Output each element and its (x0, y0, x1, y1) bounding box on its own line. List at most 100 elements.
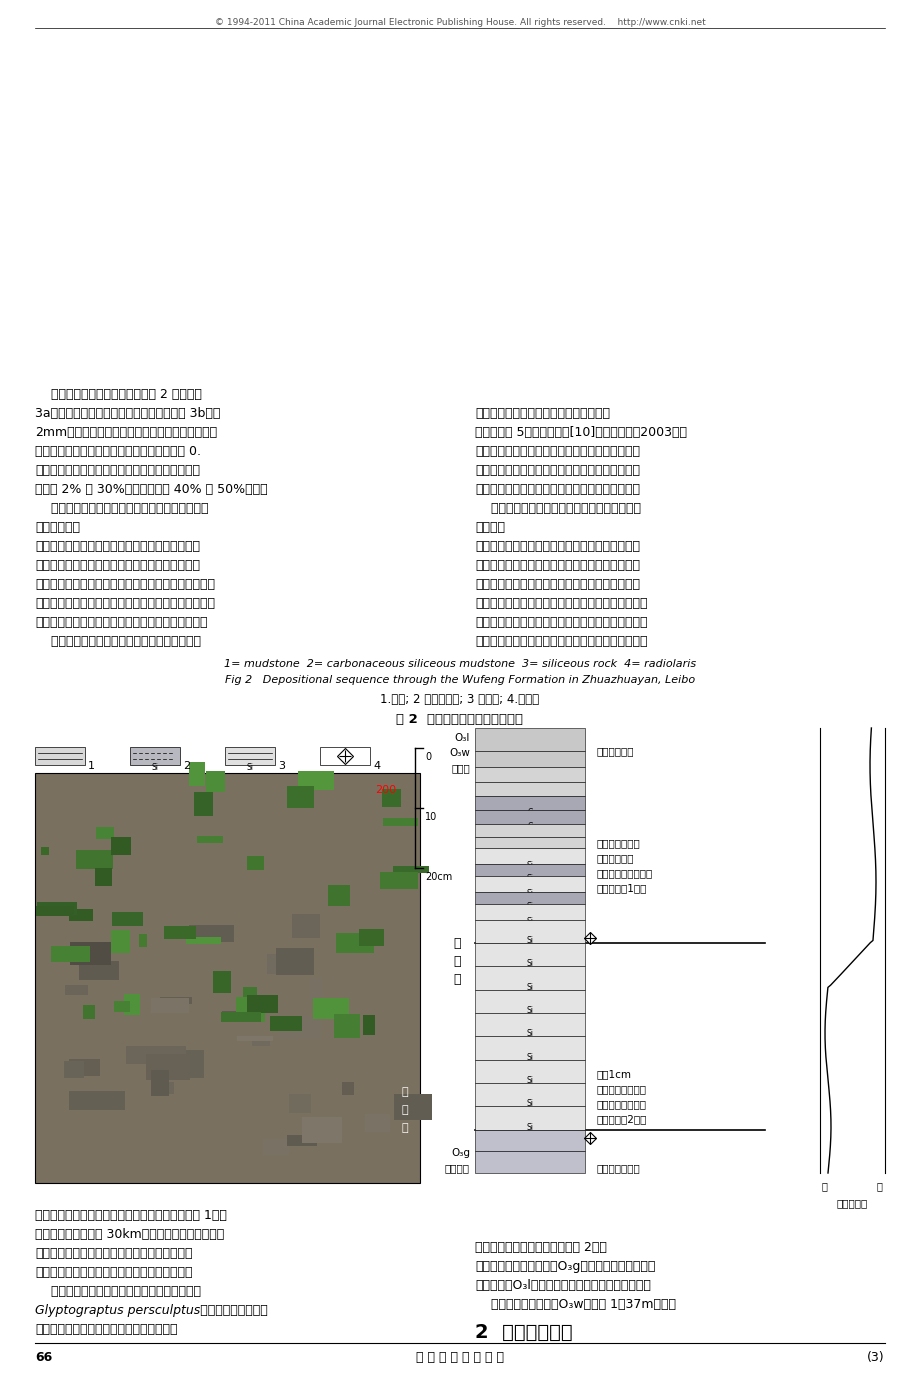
Text: 海平面波动: 海平面波动 (835, 1198, 867, 1207)
Text: 临湘组: 临湘组 (450, 763, 470, 773)
Text: 灰黑色确质岩夹一: 灰黑色确质岩夹一 (596, 1099, 646, 1109)
Text: Si: Si (152, 763, 158, 772)
Bar (474, 1012, 584, 1036)
Text: Si: Si (526, 936, 533, 945)
Text: C: C (527, 823, 532, 831)
Bar (474, 797, 584, 810)
Bar (474, 810, 584, 824)
Bar (212, 971, 231, 993)
Text: Si: Si (526, 960, 533, 968)
Text: 10: 10 (425, 812, 437, 822)
Text: 厚约1cm: 厚约1cm (596, 1069, 631, 1080)
Text: 0: 0 (425, 752, 431, 762)
Text: 临: 临 (402, 1123, 408, 1133)
Bar (243, 986, 257, 1008)
Bar (70, 942, 111, 965)
Text: 2  沉积序列特征: 2 沉积序列特征 (474, 1324, 572, 1342)
Text: 泥质。放射虫呼圆形或游圆形，直径一般小于 0.: 泥质。放射虫呼圆形或游圆形，直径一般小于 0. (35, 445, 200, 458)
Text: 五: 五 (453, 974, 460, 986)
Text: 2mm，多已被溶蚀呼铸模孔洞，总体轮廓模糊（图: 2mm，多已被溶蚀呼铸模孔洞，总体轮廓模糊（图 (35, 426, 217, 438)
Text: 显微镜下，放射虫呼星点状散布于确质岩中，含: 显微镜下，放射虫呼星点状散布于确质岩中，含 (35, 502, 209, 514)
Bar (64, 1061, 85, 1077)
Text: 20cm: 20cm (425, 873, 452, 882)
Bar (474, 751, 584, 766)
Bar (152, 999, 189, 1012)
Text: 由此可见，晚奥陶世五峰期经历了两期主要的: 由此可见，晚奥陶世五峰期经历了两期主要的 (474, 502, 641, 514)
Text: 永善肖滩剑面隔江相望，露头极佳，交通便利（图 1）。: 永善肖滩剑面隔江相望，露头极佳，交通便利（图 1）。 (35, 1209, 227, 1223)
Text: 为主，间夹确质岩，表明了海平面的波动不定。五峰: 为主，间夹确质岩，表明了海平面的波动不定。五峰 (474, 615, 647, 629)
Bar (393, 1094, 432, 1120)
Bar (197, 835, 223, 844)
Text: Si: Si (526, 889, 533, 898)
Bar (279, 1017, 320, 1039)
Bar (474, 727, 584, 751)
Text: 观音桥组: 观音桥组 (445, 1163, 470, 1173)
Bar (298, 770, 334, 791)
Text: 2: 2 (183, 761, 190, 770)
Bar (474, 904, 584, 920)
Bar (146, 1054, 190, 1080)
Bar (111, 837, 131, 856)
Bar (235, 997, 265, 1022)
Text: 4: 4 (372, 761, 380, 770)
Bar (358, 929, 383, 946)
Bar (246, 856, 264, 870)
Text: 岩，含少量石英质粉沙成分，间夹薄层或条带状炭确: 岩，含少量石英质粉沙成分，间夹薄层或条带状炭确 (35, 615, 208, 629)
Bar (112, 911, 142, 925)
Text: 量一般 2% ～ 30%，局部可达约 40% ～ 50%。确质: 量一般 2% ～ 30%，局部可达约 40% ～ 50%。确质 (35, 483, 267, 496)
Text: Si: Si (526, 1076, 533, 1084)
Text: 图 2  雷波抓抓岩五峰组沉积序列: 图 2 雷波抓抓岩五峰组沉积序列 (396, 714, 523, 726)
Text: 但无笔石。沉积构造隐约可见水平层理。沉积序列: 但无笔石。沉积构造隐约可见水平层理。沉积序列 (35, 559, 199, 573)
Text: 3: 3 (278, 761, 285, 770)
Text: 没），距雷波县城约 30km。剑面与金沙江南屸云南: 没），距雷波县城约 30km。剑面与金沙江南屸云南 (35, 1228, 224, 1241)
Text: 间夹薄层确质岩: 间夹薄层确质岩 (596, 838, 640, 848)
Bar (247, 994, 278, 1014)
Bar (312, 997, 348, 1019)
Bar (328, 885, 349, 906)
Bar (189, 925, 233, 942)
Bar (474, 877, 584, 892)
Bar (114, 1001, 130, 1012)
Bar (236, 1036, 272, 1040)
Text: Si: Si (526, 1123, 533, 1131)
Bar (474, 1083, 584, 1106)
Bar (69, 1059, 100, 1076)
Text: 上部（旋回2）：: 上部（旋回2）： (596, 1115, 647, 1124)
Text: (3): (3) (867, 1351, 884, 1364)
Bar (151, 1070, 169, 1095)
Text: 峰: 峰 (453, 956, 460, 968)
Bar (392, 866, 428, 873)
Bar (304, 1120, 323, 1138)
Bar (51, 946, 90, 963)
Bar (186, 938, 221, 945)
Bar (65, 985, 87, 996)
Text: O₃g: O₃g (450, 1148, 470, 1158)
Text: © 1994-2011 China Academic Journal Electronic Publishing House. All rights reser: © 1994-2011 China Academic Journal Elect… (214, 18, 705, 28)
Text: Si: Si (526, 1099, 533, 1108)
Bar (126, 1046, 186, 1064)
Text: Fig 2   Depositional sequence through the Wufeng Formation in Zhuazhuayan, Leibo: Fig 2 Depositional sequence through the … (224, 675, 695, 685)
Text: 确质海水随着海平面的显著上升进入扬子克拉通的: 确质海水随着海平面的显著上升进入扬子克拉通的 (474, 559, 640, 573)
Bar (153, 1082, 174, 1094)
Bar (221, 1012, 260, 1022)
Bar (474, 783, 584, 797)
Bar (474, 1036, 584, 1059)
Text: 由下而上，该组呼现出由泥质沉积向确质沉积间互: 由下而上，该组呼现出由泥质沉积向确质沉积间互 (35, 539, 199, 553)
Text: 质泥岩、确质岩，笔石稀少，未见放射虫；上部为灰黑: 质泥岩、确质岩，笔石稀少，未见放射虫；上部为灰黑 (35, 597, 215, 610)
Bar (474, 766, 584, 783)
Text: 暗灰一灰黑色泥岩、: 暗灰一灰黑色泥岩、 (596, 869, 652, 878)
Text: 位于四川省雷波县境内金沙江北屸抓抓岩村附近: 位于四川省雷波县境内金沙江北屸抓抓岩村附近 (35, 1265, 192, 1279)
Text: O₃l: O₃l (454, 733, 470, 743)
Bar (194, 792, 213, 816)
Text: 其中经历了 5次海平面波动[10]（何卫红等，2003），: 其中经历了 5次海平面波动[10]（何卫红等，2003）， (474, 426, 686, 438)
Bar (474, 1059, 584, 1083)
Text: Si: Si (526, 1005, 533, 1015)
Bar (380, 873, 418, 889)
Bar (76, 849, 112, 869)
Text: 稳定同位素研究表明五峰期海平面从上升到下降，: 稳定同位素研究表明五峰期海平面从上升到下降， (474, 445, 640, 458)
Text: 66: 66 (35, 1351, 52, 1364)
Bar (301, 1116, 342, 1144)
Text: 3a），个别保存较完整的可见其放射刺（图 3b）。: 3a），个别保存较完整的可见其放射刺（图 3b）。 (35, 407, 221, 420)
Bar (83, 1005, 95, 1018)
Text: 色确质岩，岩石结构致密，节理发育，产丰富放射虫，: 色确质岩，岩石结构致密，节理发育，产丰富放射虫， (35, 578, 215, 591)
